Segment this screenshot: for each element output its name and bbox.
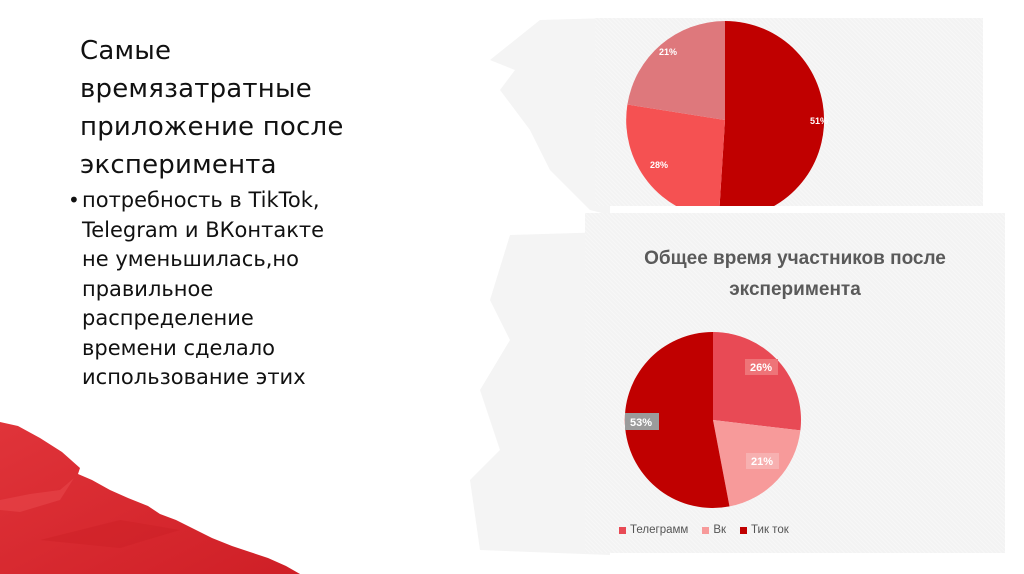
legend-swatch [619,526,626,534]
legend-label: Вк [713,524,727,536]
chart-legend: Телеграмм Вк Тик ток [619,524,789,536]
title-line: эксперимента [80,150,277,180]
legend-swatch [740,526,748,534]
pie-slice-tiktok [624,331,730,508]
slice-label: 21% [659,47,677,57]
legend-item-telegram: Телеграмм [619,524,688,536]
pie-slice-vk [627,21,725,120]
slide-text: Самые времязатратные приложение после эк… [68,32,410,393]
pie-slice-tiktok [719,21,825,206]
title-line: приложение после [80,112,344,142]
legend-label: Тик ток [751,524,789,536]
bullet-text: потребность в TikTok, Telegram и ВКонтак… [82,188,325,389]
slice-label: 51% [810,116,828,126]
label-box [745,359,778,375]
label-box [746,453,779,469]
slice-label: 53% [630,417,652,429]
bullet-marker: • [68,188,80,212]
brush-stroke-decoration [470,18,610,555]
pie-chart-bottom: 26% 21% 53% [624,331,802,508]
legend-label: Телеграмм [630,524,689,536]
chart-title: Общее время участников после эксперимент… [575,243,1015,305]
title-line: времязатратные [80,74,312,104]
label-box [625,413,659,430]
bullet-item: • потребность в TikTok, Telegram и ВКонт… [68,186,410,393]
legend-swatch [702,526,710,534]
chart-bottom-panel: Общее время участников после эксперимент… [585,213,1005,553]
slice-label: 21% [751,456,773,468]
slide-title: Самые времязатратные приложение после эк… [80,32,410,184]
chart-title-line: эксперимента [729,279,861,300]
pie-slice-telegram [713,332,802,431]
chart-top-panel: 51% 28% 21% [595,18,983,206]
title-line: Самые [80,36,172,66]
slice-label: 26% [750,362,772,374]
legend-item-tiktok: Тик ток [740,524,789,536]
chart-title-line: Общее время участников после [644,248,946,269]
pie-chart-top: 51% 28% 21% [626,21,828,206]
legend-item-vk: Вк [702,524,726,536]
pie-slice-telegram [626,104,725,206]
slice-label: 28% [650,160,668,170]
